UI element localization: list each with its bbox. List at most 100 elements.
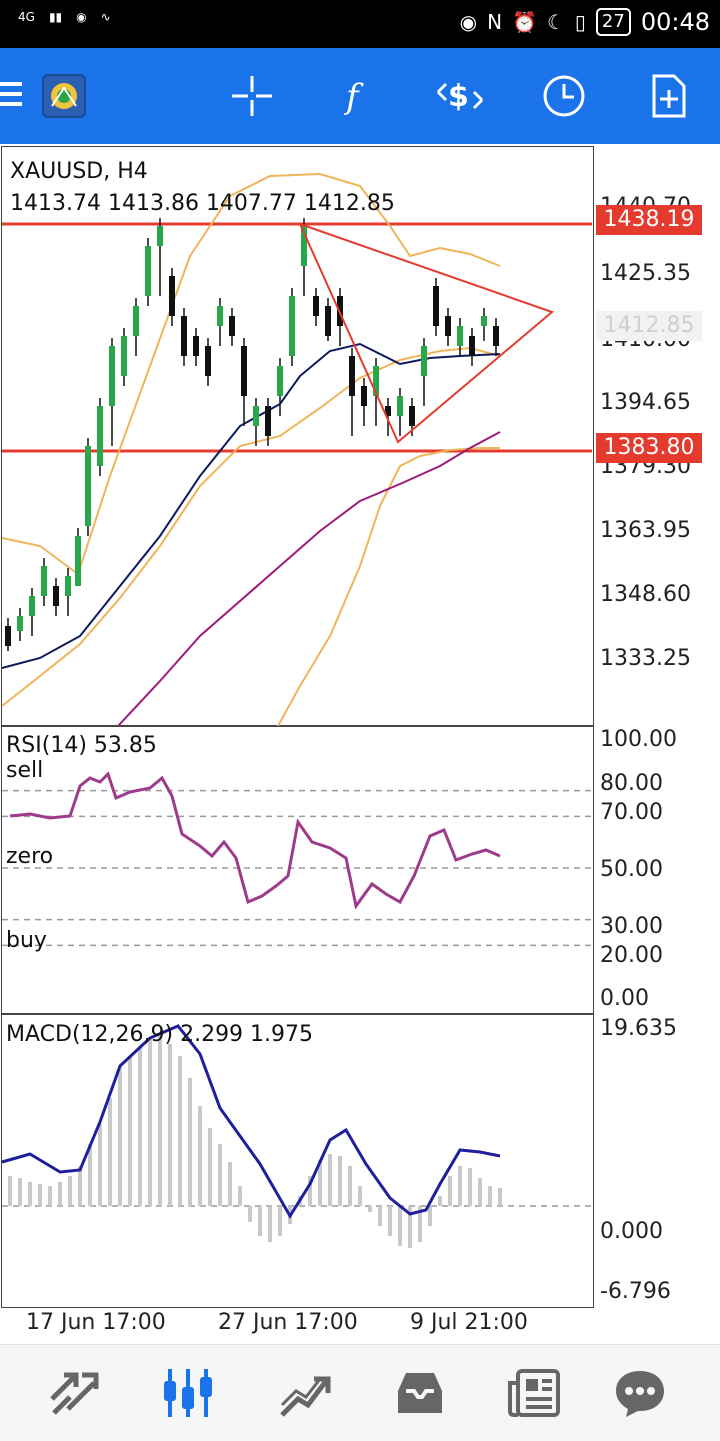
candle-body [421,346,427,376]
candle-body [373,366,379,396]
macd-histogram-bar [78,1166,82,1206]
macd-histogram-bar [168,1044,172,1206]
network-indicator: 4G [18,10,35,24]
macd-title: MACD(12,26,9) 2.299 1.975 [6,1022,314,1047]
candle-body [41,566,47,596]
price-tick: 1348.60 [600,582,691,607]
candle-body [253,406,259,426]
macd-histogram-bar [328,1154,332,1206]
rsi-zero-label: zero [6,844,54,869]
metatrader-logo[interactable] [42,74,86,118]
chat-icon[interactable] [610,1363,670,1423]
bottom-navigation [0,1344,720,1441]
quotes-icon[interactable] [44,1363,104,1423]
candle-body [193,336,199,356]
rsi-title: RSI(14) 53.85 [6,733,157,758]
status-time: 00:48 [640,8,710,36]
candle-body [229,316,235,336]
function-icon[interactable]: f [330,70,382,122]
trade-nav-icon[interactable] [274,1363,334,1423]
candle-body [385,406,391,416]
time-axis-label: 9 Jul 21:00 [410,1310,528,1335]
vibrate-icon: ▯ [574,10,586,34]
macd-histogram-bar [368,1206,372,1212]
macd-histogram-bar [218,1144,222,1206]
price-tick: 1394.65 [600,390,691,415]
macd-histogram-bar [108,1098,112,1206]
rsi-panel[interactable] [1,726,594,1014]
news-icon[interactable] [504,1363,564,1423]
macd-chart[interactable] [0,1014,720,1308]
chart-icon[interactable] [158,1363,218,1423]
rsi-tick: 20.00 [600,943,663,968]
macd-histogram-bar [318,1160,322,1206]
candle-body [361,386,367,406]
macd-histogram-bar [98,1124,102,1206]
macd-histogram-bar [248,1206,252,1222]
rsi-tick: 100.00 [600,727,677,752]
candle-body [445,316,451,336]
menu-icon[interactable] [0,76,22,116]
candle-body [97,406,103,466]
macd-histogram-bar [18,1178,22,1206]
price-panel[interactable] [1,146,594,726]
chart-area[interactable]: XAUUSD, H4 1413.74 1413.86 1407.77 1412.… [0,144,720,1340]
candle-body [265,406,271,436]
macd-tick: -6.796 [600,1279,671,1304]
svg-text:f: f [343,77,364,117]
candle-body [133,306,139,336]
candle-body [181,316,187,356]
macd-histogram-bar [418,1206,422,1242]
candle-body [493,326,499,346]
clock-icon[interactable] [538,70,590,122]
candle-body [277,366,283,396]
candle-body [481,316,487,326]
macd-histogram-bar [178,1056,182,1206]
price-tick: 1425.35 [600,261,691,286]
candle-body [109,346,115,406]
macd-histogram-bar [278,1206,282,1236]
candle-body [217,306,223,326]
price-tick: 1363.95 [600,518,691,543]
moon-icon: ☾ [546,10,565,34]
new-document-icon[interactable] [642,70,694,122]
macd-histogram-bar [188,1078,192,1206]
candle-body [5,626,11,646]
candle-body [313,296,319,316]
macd-histogram-bar [228,1162,232,1206]
bollinger-upper [1,172,501,576]
macd-histogram-bar [148,1038,152,1206]
price-tick: 1333.25 [600,646,691,671]
nfc-icon: N [487,10,503,34]
eye-icon: ◉ [459,10,478,34]
macd-histogram-bar [358,1186,362,1206]
macd-histogram-bar [198,1106,202,1206]
rsi-tick: 50.00 [600,857,663,882]
ma-magenta-line [117,431,501,726]
macd-histogram-bar [8,1176,12,1206]
history-icon[interactable] [390,1363,450,1423]
macd-histogram-bar [128,1056,132,1206]
price-chart[interactable] [0,146,720,726]
activity-icon: ∿ [100,10,111,24]
candle-body [289,296,295,356]
time-axis-label: 17 Jun 17:00 [26,1310,166,1335]
macd-histogram-bar [58,1182,62,1206]
candle-body [397,396,403,416]
macd-histogram-bar [68,1176,72,1206]
candle-body [325,306,331,336]
trade-icon[interactable]: $ [434,70,486,122]
alarm-icon: ⏰ [512,10,537,34]
crosshair-icon[interactable] [226,70,278,122]
chart-ohlc: 1413.74 1413.86 1407.77 1412.85 [10,191,395,216]
rsi-chart[interactable] [0,726,720,1014]
status-bar: 4G ▮▮ ◉ ∿ ◉ N ⏰ ☾ ▯ 27 00:48 [0,0,720,48]
macd-signal-line [1,1024,501,1219]
ma-dark-line [1,342,501,669]
macd-histogram-bar [438,1196,442,1206]
macd-histogram-bar [158,1036,162,1206]
macd-panel[interactable] [1,1014,594,1308]
macd-tick: 0.000 [600,1219,663,1244]
macd-histogram-bar [468,1168,472,1206]
macd-histogram-bar [458,1166,462,1206]
